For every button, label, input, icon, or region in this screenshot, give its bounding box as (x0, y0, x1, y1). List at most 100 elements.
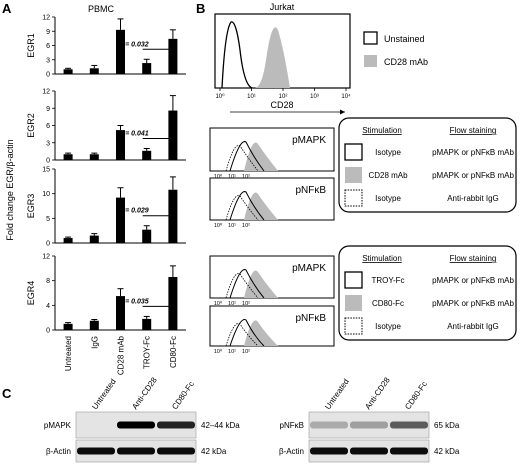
blot-band (350, 447, 388, 455)
blot-band (390, 421, 428, 429)
legend-header-stimulation: Stimulation (362, 126, 402, 135)
lane-label: Anti-CD28 (363, 375, 392, 411)
histogram-4: pNFκB 10⁰ 10¹ 10² (209, 305, 335, 355)
legend-stimulation: Isotype (375, 194, 401, 203)
blot-band (77, 447, 115, 455)
jurkat-tick-label: 10⁰ (215, 93, 225, 100)
panel-label-b: B (196, 1, 205, 16)
lane-label: Anti-CD28 (130, 375, 159, 411)
bar-untreated (63, 323, 73, 330)
bar-chart-egr1: 0 3 6 9 12 EGR1 P = 0.032 (26, 15, 186, 79)
category-label: CD80-Fc (169, 336, 178, 368)
histogram-label: pMAPK (292, 135, 326, 146)
jurkat-tick-label: 10¹ (247, 94, 256, 100)
y-tick-label: 6 (46, 123, 50, 130)
legend-unstained-swatch (363, 31, 378, 45)
legend-stimulation: Isotype (375, 148, 401, 157)
jurkat-tick-label: 10³ (310, 94, 319, 100)
histogram-isotype-curve (229, 191, 265, 221)
bar-untreated (63, 238, 73, 243)
legend-cd28-swatch (364, 55, 377, 67)
jurkat-tick-label: 10² (279, 94, 288, 100)
y-tick-label: 15 (42, 167, 50, 174)
bar-troy-fc (142, 150, 152, 160)
histogram-filled-curve (244, 320, 278, 346)
bar-chart-egr2: 0 3 6 9 12 EGR2 P = 0.041 (26, 89, 186, 165)
histogram-1: pMAPK 10⁰ 10¹ 10² (209, 127, 335, 180)
jurkat-tick-label: 10⁴ (341, 93, 351, 100)
y-tick-label: 3 (46, 140, 50, 147)
bar-untreated (63, 69, 73, 74)
legend-flow-staining: Anti-rabbit IgG (447, 322, 499, 331)
panel-label-a: A (2, 1, 12, 16)
legend-stimulation: CD28 mAb (368, 171, 408, 180)
histogram-tick-label: 10² (242, 301, 250, 307)
histogram-tick-label: 10² (242, 223, 250, 229)
stimulation-legend-box-1: Stimulation Flow staining Isotype pMAPK or … (338, 117, 517, 213)
histogram-tick-label: 10¹ (228, 223, 236, 229)
y-tick-label: 0 (46, 241, 50, 248)
phospho-histograms: pMAPK 10⁰ 10¹ 10² pNFκB 10⁰ 10¹ 10² pMAPK 10⁰ 10¹ 1… (209, 127, 335, 355)
legend-swatch (345, 295, 362, 311)
blot-size-label: 42–44 kDa (201, 421, 240, 430)
bar-igg (89, 235, 99, 243)
y-tick-label: 12 (42, 89, 50, 96)
histogram-control-curve (225, 273, 259, 299)
chart-name-egr2: EGR2 (26, 113, 36, 138)
legend-stimulation: TROY-Fc (371, 276, 404, 285)
lane-label: Untreated (323, 377, 351, 411)
bar-troy-fc (142, 63, 152, 74)
histogram-tick-label: 10² (242, 174, 250, 180)
legend-swatch (344, 317, 363, 335)
bar-untreated (63, 154, 73, 160)
y-tick-label: 12 (42, 254, 50, 261)
chart-name-egr3: EGR3 (26, 194, 36, 219)
blot-size-label: 42 kDa (201, 447, 227, 456)
histogram-label: pNFκB (295, 313, 326, 324)
bar-troy-fc (142, 229, 152, 243)
panel-a-category-labels: Untreated IgG CD28 mAb TROY-Fc CD80-Fc (64, 335, 178, 375)
jurkat-x-ticks: 10⁰ 10¹ 10² 10³ 10⁴ (215, 88, 351, 100)
stimulation-legend-box-2: Stimulation Flow staining TROY-Fc pMAPK or … (338, 245, 517, 341)
legend-box-frame (338, 245, 517, 341)
y-tick-label: 9 (46, 29, 50, 36)
legend-box-frame (338, 117, 517, 213)
blot-band (157, 421, 195, 429)
histogram-label: pMAPK (292, 263, 326, 274)
legend-flow-staining: pMAPK or pNFκB mAb (432, 171, 514, 180)
y-tick-label: 9 (46, 106, 50, 113)
bar-igg (89, 154, 99, 160)
jurkat-title: Jurkat (270, 2, 295, 12)
panel-a-y-axis-label: Fold change EGR/β-actin (5, 139, 15, 240)
panel-a-title: PBMC (88, 4, 115, 14)
histogram-isotype-curve (229, 319, 265, 347)
legend-stimulation: CD80-Fc (372, 299, 404, 308)
histogram-2: pNFκB 10⁰ 10¹ 10² (209, 177, 335, 229)
blot-band (117, 421, 155, 429)
bar-cd80-fc (168, 189, 178, 243)
histogram-tick-label: 10¹ (228, 301, 236, 307)
bar-cd28-mab (116, 197, 125, 243)
y-tick-label: 0 (46, 158, 50, 165)
jurkat-cd28-curve (215, 27, 350, 88)
lane-label: CD80-Fc (403, 380, 429, 411)
blot-band (117, 447, 155, 455)
blot-band (310, 447, 348, 455)
legend-unstained-label: Unstained (384, 34, 425, 44)
legend-header-flow: Flow staining (450, 254, 497, 263)
legend-stimulation: Isotype (375, 322, 401, 331)
y-tick-label: 0 (46, 72, 50, 79)
category-label: Untreated (64, 336, 73, 371)
category-label: IgG (90, 336, 99, 349)
blot-band (350, 421, 388, 429)
legend-flow-staining: pMAPK or pNFκB mAb (432, 299, 514, 308)
y-tick-label: 12 (42, 15, 50, 22)
chart-name-egr4: EGR4 (26, 281, 36, 306)
histogram-isotype-curve (229, 269, 265, 299)
bar-cd80-fc (168, 276, 178, 330)
legend-header-stimulation: Stimulation (362, 254, 402, 263)
bar-cd80-fc (168, 110, 178, 160)
legend-header-flow: Flow staining (450, 126, 497, 135)
chart-name-egr1: EGR1 (26, 33, 36, 58)
